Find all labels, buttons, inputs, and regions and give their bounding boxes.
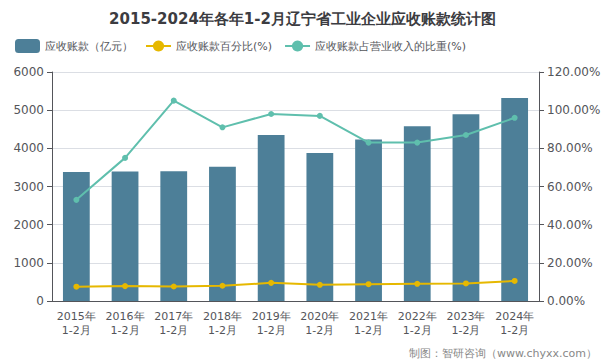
svg-text:1-2月: 1-2月 xyxy=(159,324,188,337)
svg-text:80.00%: 80.00% xyxy=(547,141,593,155)
svg-text:2017年: 2017年 xyxy=(154,310,193,323)
svg-text:2000: 2000 xyxy=(13,218,44,232)
svg-text:2015年: 2015年 xyxy=(57,310,96,323)
svg-text:2021年: 2021年 xyxy=(349,310,388,323)
svg-text:60.00%: 60.00% xyxy=(547,180,593,194)
svg-text:应收账款（亿元）: 应收账款（亿元） xyxy=(45,40,133,53)
svg-text:2020年: 2020年 xyxy=(300,310,339,323)
svg-text:1-2月: 1-2月 xyxy=(354,324,383,337)
svg-text:0: 0 xyxy=(36,294,44,308)
svg-text:2023年: 2023年 xyxy=(446,310,485,323)
svg-text:1-2月: 1-2月 xyxy=(257,324,286,337)
svg-text:1000: 1000 xyxy=(13,256,44,270)
svg-text:1-2月: 1-2月 xyxy=(500,324,529,337)
svg-text:应收账款百分比(%): 应收账款百分比(%) xyxy=(176,40,272,53)
svg-text:100.00%: 100.00% xyxy=(547,103,600,117)
svg-text:4000: 4000 xyxy=(13,141,44,155)
svg-text:2018年: 2018年 xyxy=(203,310,242,323)
svg-text:3000: 3000 xyxy=(13,180,44,194)
svg-text:1-2月: 1-2月 xyxy=(305,324,334,337)
svg-text:2022年: 2022年 xyxy=(398,310,437,323)
svg-text:0.00%: 0.00% xyxy=(547,294,585,308)
svg-text:20.00%: 20.00% xyxy=(547,256,593,270)
svg-text:6000: 6000 xyxy=(13,65,44,79)
svg-text:2016年: 2016年 xyxy=(106,310,145,323)
svg-text:40.00%: 40.00% xyxy=(547,218,593,232)
svg-text:2015-2024年各年1-2月辽宁省工业企业应收账款统计图: 2015-2024年各年1-2月辽宁省工业企业应收账款统计图 xyxy=(109,10,496,28)
svg-text:1-2月: 1-2月 xyxy=(62,324,91,337)
svg-text:应收账款占营业收入的比重(%): 应收账款占营业收入的比重(%) xyxy=(315,40,466,53)
svg-text:2019年: 2019年 xyxy=(252,310,291,323)
svg-text:1-2月: 1-2月 xyxy=(403,324,432,337)
svg-text:1-2月: 1-2月 xyxy=(208,324,237,337)
svg-text:2024年: 2024年 xyxy=(495,310,534,323)
svg-text:5000: 5000 xyxy=(13,103,44,117)
svg-text:制图：智研咨询（www.chyxx.com）: 制图：智研咨询（www.chyxx.com） xyxy=(409,347,597,360)
svg-text:1-2月: 1-2月 xyxy=(451,324,480,337)
svg-text:120.00%: 120.00% xyxy=(547,65,600,79)
svg-text:1-2月: 1-2月 xyxy=(111,324,140,337)
